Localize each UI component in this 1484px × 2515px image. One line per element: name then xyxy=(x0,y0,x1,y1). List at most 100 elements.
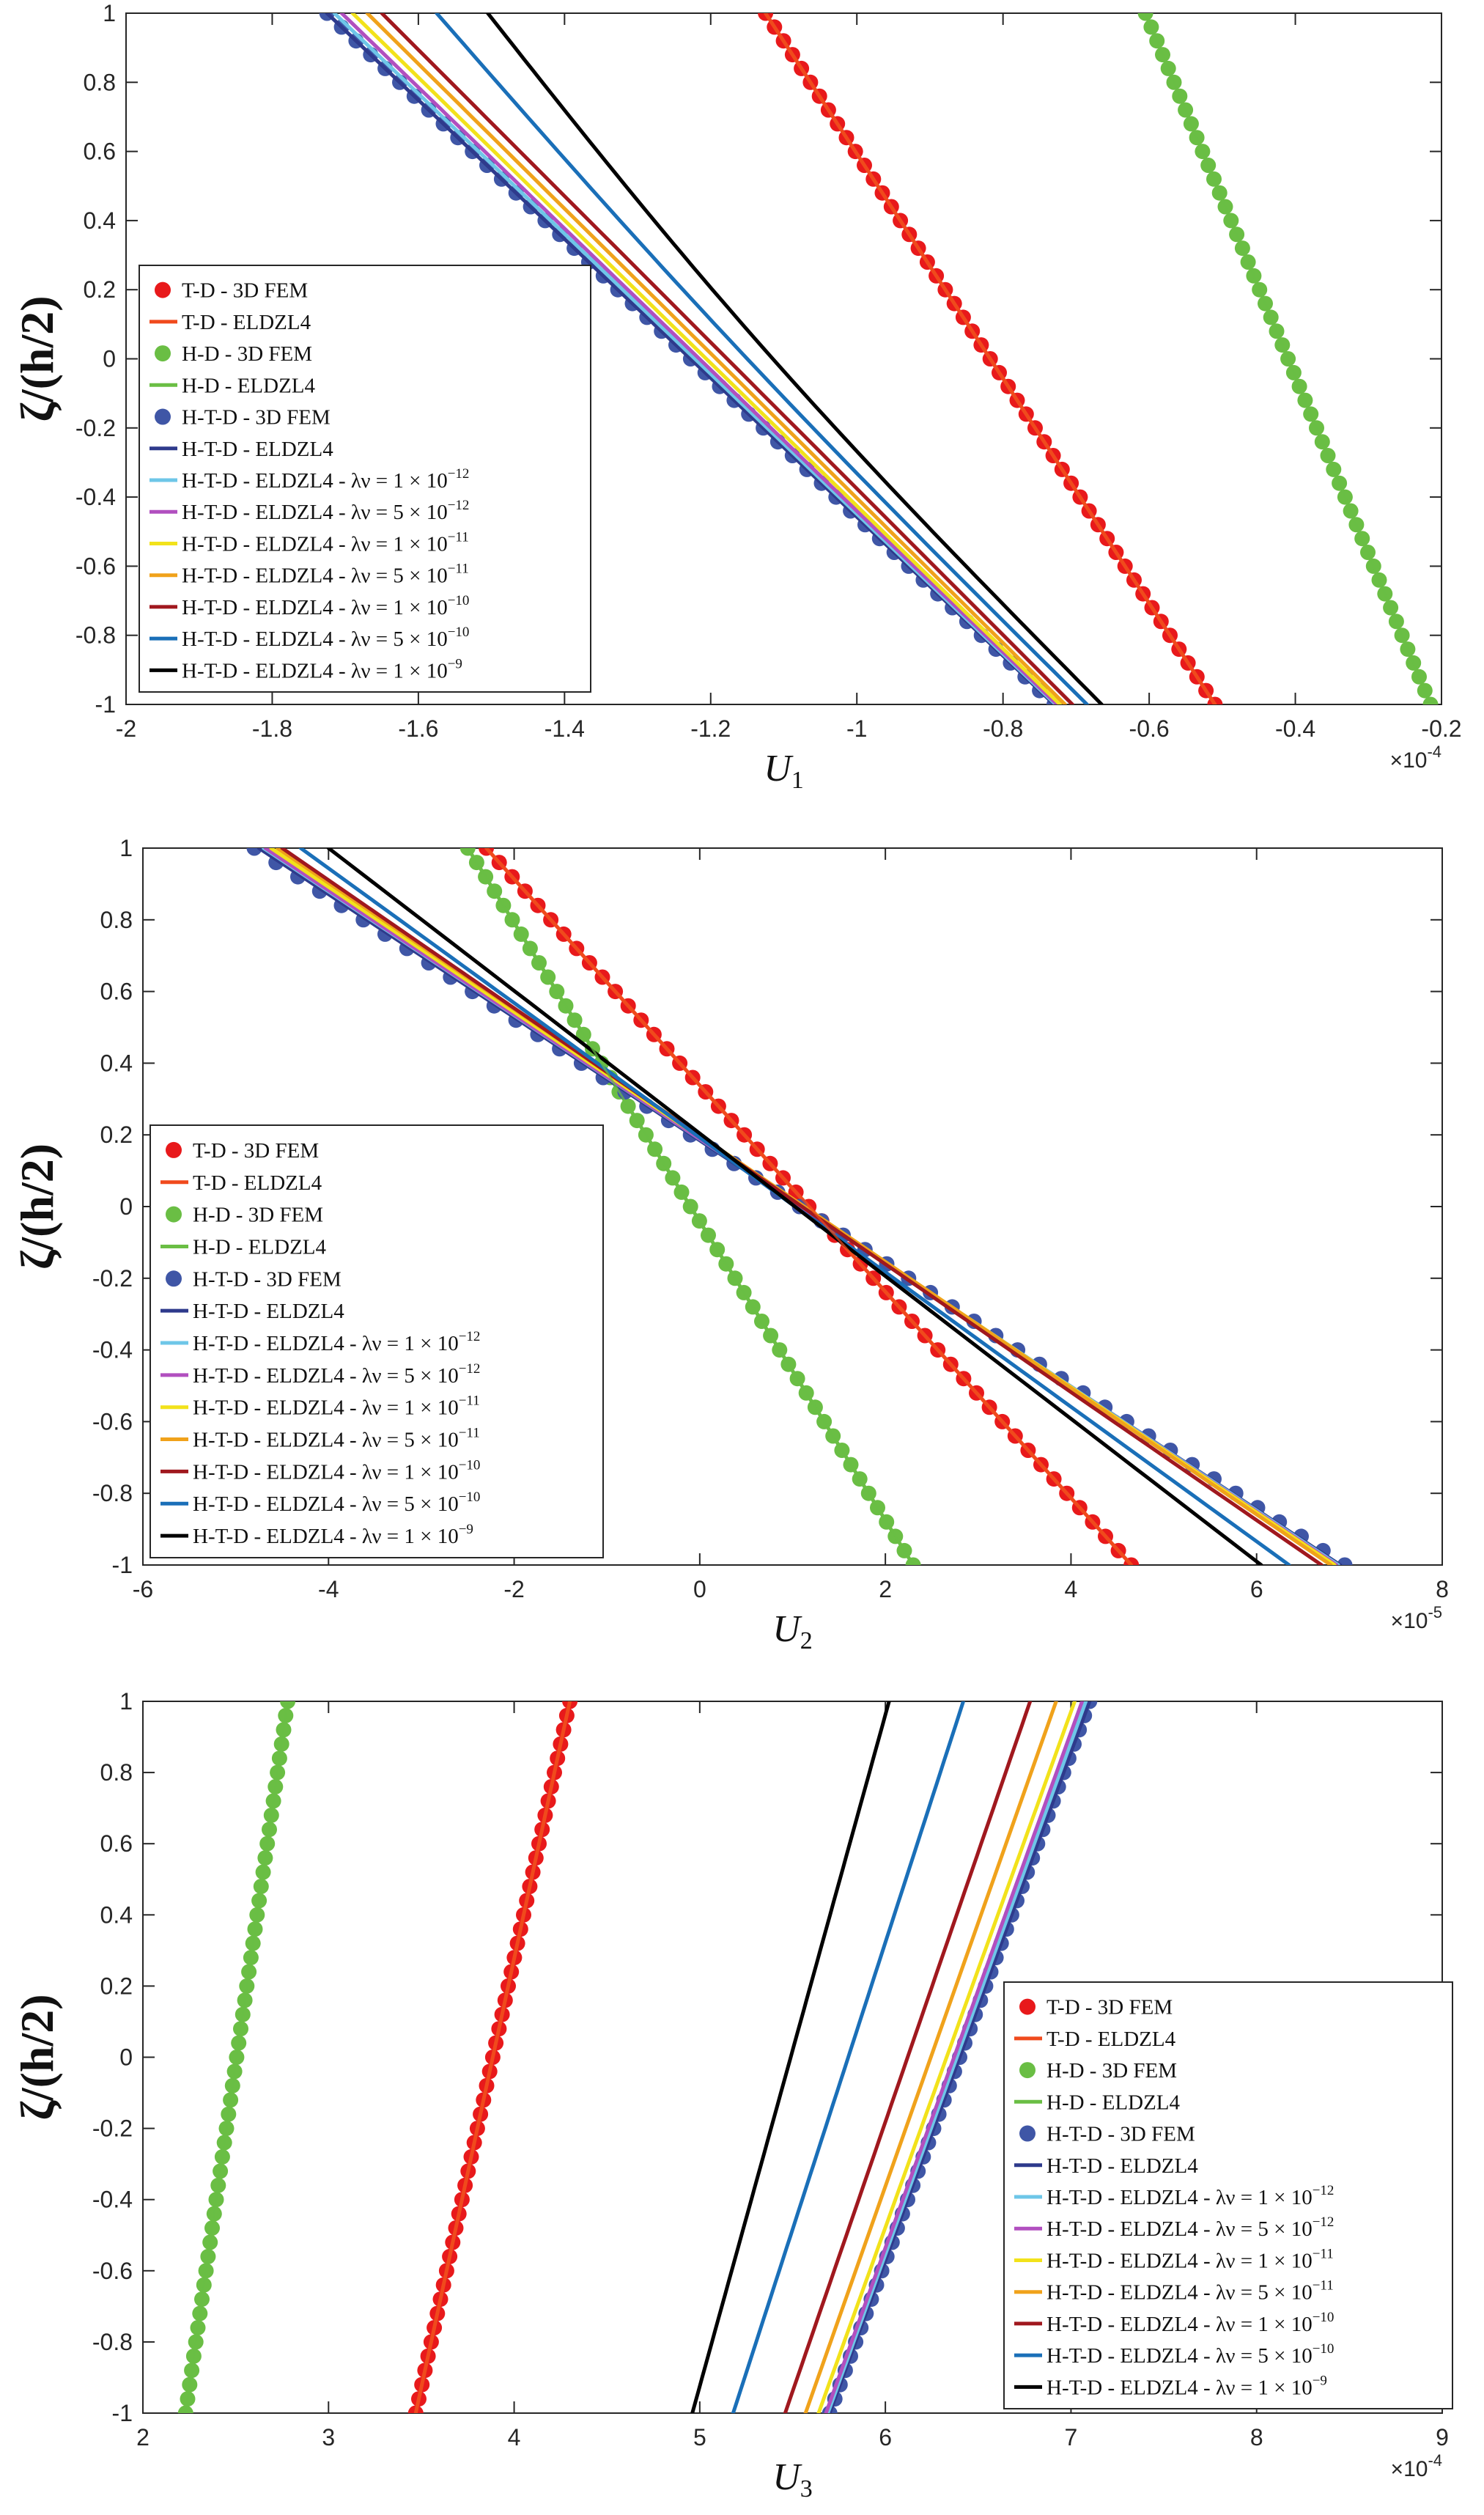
y-tick-label: 1 xyxy=(119,835,133,861)
legend-label: H-T-D - ELDZL4 - λν = 1 × 10−10 xyxy=(182,593,469,619)
legend-item: H-T-D - ELDZL4 - λν = 1 × 10−10 xyxy=(160,1457,480,1484)
y-tick-label: -0.8 xyxy=(75,622,116,649)
chart-panel-3: 2 3 4 5 6 7 8 9 -1 -0.8 -0.6 -0.4 -0.2 0 0.2 0.4 0.6 0.8 1… xyxy=(11,1688,1453,2503)
x-tick-label: 9 xyxy=(1436,2424,1449,2450)
y-tick-label: -0.6 xyxy=(92,1408,133,1435)
data-point xyxy=(246,848,262,856)
legend-label: H-T-D - ELDZL4 - λν = 5 × 10−10 xyxy=(182,625,469,651)
x-tick-label: -0.4 xyxy=(1275,715,1315,742)
x-tick-label: 8 xyxy=(1250,2424,1263,2450)
x-axis-label: U1 xyxy=(764,748,804,794)
legend-item: T-D - 3D FEM xyxy=(166,1139,319,1163)
x-tick-label: 8 xyxy=(1436,1576,1449,1602)
legend-item: H-T-D - ELDZL4 - λν = 5 × 10−10 xyxy=(149,625,469,651)
legend-label: H-T-D - ELDZL4 - λν = 5 × 10−12 xyxy=(193,1361,480,1388)
series-line-overlay-4 xyxy=(467,848,915,1565)
series-line-13 xyxy=(690,1701,891,2413)
legend-item: H-T-D - ELDZL4 - λν = 1 × 10−12 xyxy=(149,466,469,493)
legend-item: H-D - ELDZL4 xyxy=(1014,2091,1181,2114)
x-axis-label: U3 xyxy=(772,2456,813,2503)
legend-item: H-T-D - ELDZL4 - λν = 1 × 10−11 xyxy=(160,1393,480,1420)
legend-item: T-D - 3D FEM xyxy=(155,279,308,303)
series-group xyxy=(319,13,1439,704)
y-tick-label: -1 xyxy=(112,1552,133,1578)
y-tick-label: 0.8 xyxy=(100,1759,133,1786)
legend-label: H-T-D - ELDZL4 - λν = 1 × 10−12 xyxy=(182,466,469,493)
y-tick-label: 0.4 xyxy=(84,207,116,234)
y-tick-label: 0.6 xyxy=(100,979,133,1005)
legend: T-D - 3D FEM T-D - ELDZL4 H-D - 3D FEM H-D … xyxy=(149,1124,604,1558)
legend-item: H-T-D - ELDZL4 - λν = 5 × 10−11 xyxy=(1014,2278,1334,2305)
legend-item: H-T-D - ELDZL4 - λν = 5 × 10−11 xyxy=(160,1426,480,1452)
y-tick-label: -0.4 xyxy=(75,484,116,510)
series-line-6 xyxy=(827,1701,1092,2413)
legend-marker xyxy=(166,1206,182,1223)
legend-item: H-T-D - 3D FEM xyxy=(155,406,331,430)
y-axis-label: ζ/(h/2) xyxy=(11,295,63,421)
legend-label: T-D - ELDZL4 xyxy=(1046,2028,1176,2051)
y-tick-label: 0 xyxy=(119,1193,133,1220)
legend-label: H-D - ELDZL4 xyxy=(182,374,316,397)
legend-marker xyxy=(1019,2062,1036,2079)
legend-label: H-T-D - ELDZL4 xyxy=(193,1300,344,1323)
legend-box xyxy=(139,265,591,693)
y-tick-label: 0 xyxy=(119,2044,133,2071)
legend-item: H-T-D - ELDZL4 - λν = 1 × 10−11 xyxy=(149,529,469,556)
legend-item: T-D - ELDZL4 xyxy=(149,311,311,334)
legend-label: H-T-D - ELDZL4 - λν = 5 × 10−12 xyxy=(1046,2214,1334,2241)
legend-item: T-D - ELDZL4 xyxy=(1014,2028,1176,2051)
y-tick-label: 0.8 xyxy=(100,907,133,933)
y-tick-label: 0 xyxy=(103,346,116,372)
legend-label: H-T-D - ELDZL4 - λν = 1 × 10−9 xyxy=(1046,2373,1327,2399)
y-tick-label: 0.2 xyxy=(84,276,116,303)
series-line-overlay-2 xyxy=(764,13,1217,704)
legend-item: H-T-D - ELDZL4 - λν = 1 × 10−12 xyxy=(160,1329,480,1355)
series-line-11 xyxy=(380,13,1074,704)
y-axis-label: ζ/(h/2) xyxy=(11,1994,63,2120)
legend-label: H-T-D - ELDZL4 - λν = 1 × 10−9 xyxy=(182,656,462,682)
legend-item: H-D - ELDZL4 xyxy=(149,374,316,397)
y-tick-label: -0.2 xyxy=(92,2116,133,2142)
series-line-8 xyxy=(824,1701,1085,2413)
y-tick-label: 0.4 xyxy=(100,1901,133,1928)
x-tick-label: -1.2 xyxy=(690,715,731,742)
legend-item: H-T-D - 3D FEM xyxy=(1019,2123,1195,2146)
x-tick-label: -0.2 xyxy=(1421,715,1461,742)
x-tick-label: 6 xyxy=(879,2424,892,2450)
legend-box xyxy=(1003,1981,1453,2409)
legend-item: H-D - 3D FEM xyxy=(166,1204,323,1227)
x-tick-label: -2 xyxy=(116,715,136,742)
data-point xyxy=(1337,1557,1353,1565)
legend-item: H-T-D - ELDZL4 - λν = 1 × 10−10 xyxy=(149,593,469,619)
y-tick-label: 0.2 xyxy=(100,1122,133,1148)
legend-item: H-T-D - ELDZL4 - λν = 1 × 10−10 xyxy=(1014,2310,1334,2336)
y-tick-label: -1 xyxy=(112,2400,133,2426)
series-line-12 xyxy=(435,13,1089,704)
y-tick-label: -0.8 xyxy=(92,1480,133,1506)
y-tick-label: -1 xyxy=(95,691,116,718)
legend-marker xyxy=(166,1141,182,1158)
series-line-10 xyxy=(365,13,1067,704)
legend-label: T-D - ELDZL4 xyxy=(182,311,311,334)
legend-marker xyxy=(155,408,171,425)
legend-item: H-T-D - ELDZL4 - λν = 5 × 10−12 xyxy=(1014,2214,1334,2241)
legend-item: H-D - ELDZL4 xyxy=(160,1235,327,1259)
chart-panel-2: -6 -4 -2 0 2 4 6 8 -1 -0.8 -0.6 -0.4 -0.2 0 0.2 0.4 0.6 0… xyxy=(11,835,1449,1654)
x-tick-label: -1.6 xyxy=(398,715,438,742)
series-line-7 xyxy=(826,1701,1088,2413)
x-tick-label: -6 xyxy=(133,1576,153,1602)
x-exponent-label: ×10-5 xyxy=(1391,1603,1442,1633)
x-axis-label: U2 xyxy=(772,1608,813,1654)
legend-item: H-T-D - ELDZL4 - λν = 5 × 10−11 xyxy=(149,561,469,588)
legend-item: H-D - 3D FEM xyxy=(155,342,312,366)
y-tick-label: 0.4 xyxy=(100,1050,133,1076)
legend-item: H-T-D - ELDZL4 - λν = 5 × 10−12 xyxy=(160,1361,480,1388)
x-tick-label: -1 xyxy=(846,715,867,742)
legend-label: H-D - ELDZL4 xyxy=(1046,2091,1181,2114)
legend-label: H-T-D - ELDZL4 - λν = 5 × 10−11 xyxy=(182,561,469,588)
legend-label: H-D - ELDZL4 xyxy=(193,1235,327,1259)
legend-label: T-D - 3D FEM xyxy=(1046,1996,1173,2019)
x-tick-label: -2 xyxy=(503,1576,524,1602)
x-tick-label: 2 xyxy=(879,1576,892,1602)
chart-panel-1: -2 -1.8 -1.6 -1.4 -1.2 -1 -0.8 -0.6 -0.4 -0.2 -1 -0… xyxy=(11,0,1462,794)
